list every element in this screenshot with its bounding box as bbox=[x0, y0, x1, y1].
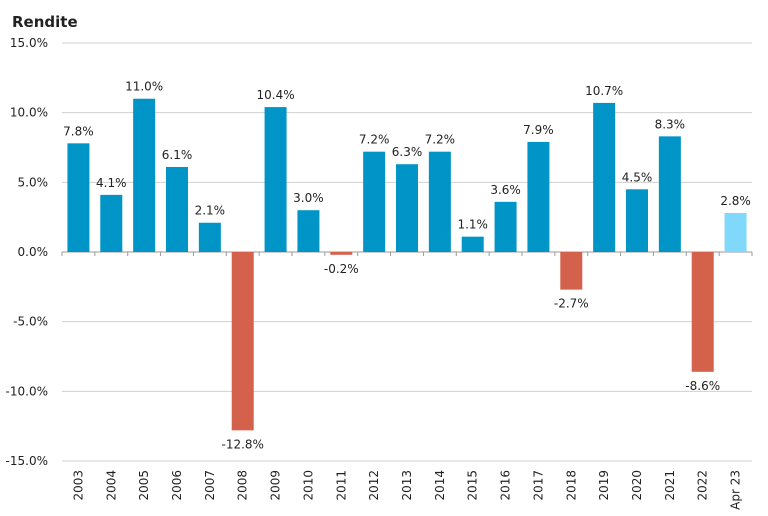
x-tick-label: 2004 bbox=[104, 470, 118, 501]
y-axis-title: Rendite bbox=[12, 13, 78, 31]
x-tick-label: 2007 bbox=[203, 470, 217, 501]
data-label: 2.1% bbox=[195, 204, 226, 218]
data-label: 1.1% bbox=[457, 218, 488, 232]
bar-2009 bbox=[264, 107, 287, 253]
bar-2010 bbox=[297, 210, 320, 252]
bar-2008 bbox=[231, 252, 254, 431]
bars bbox=[67, 98, 747, 431]
bar-2016 bbox=[494, 201, 517, 252]
bar-2018 bbox=[560, 252, 583, 290]
x-tick-label: 2010 bbox=[301, 470, 315, 501]
data-label: 6.1% bbox=[162, 148, 193, 162]
x-tick-label: Apr 23 bbox=[729, 470, 743, 510]
bar-2013 bbox=[396, 164, 418, 252]
x-tick-label: 2018 bbox=[564, 470, 578, 501]
bar-2021 bbox=[658, 136, 681, 252]
x-tick-label: 2016 bbox=[499, 470, 513, 501]
x-tick-label: 2015 bbox=[466, 470, 480, 501]
bar-2011 bbox=[330, 252, 353, 255]
y-tick-label: 0.0% bbox=[18, 245, 49, 259]
data-label: 10.4% bbox=[257, 88, 295, 102]
x-tick-label: 2008 bbox=[236, 470, 250, 501]
x-tick-label: 2020 bbox=[630, 470, 644, 501]
x-tick-label: 2017 bbox=[531, 470, 545, 501]
data-label: 4.5% bbox=[622, 170, 653, 184]
bar-Apr-23 bbox=[724, 212, 747, 252]
bar-2014 bbox=[428, 151, 451, 252]
x-tick-label: 2012 bbox=[367, 470, 381, 501]
bar-2017 bbox=[527, 141, 550, 252]
x-tick-label: 2003 bbox=[71, 470, 85, 501]
x-tick-label: 2019 bbox=[597, 470, 611, 501]
y-tick-label: 5.0% bbox=[18, 175, 49, 189]
data-label: 11.0% bbox=[125, 80, 163, 94]
x-tick-label: 2005 bbox=[137, 470, 151, 501]
data-label: -2.7% bbox=[554, 297, 589, 311]
bar-2015 bbox=[461, 236, 484, 252]
bar-2007 bbox=[198, 222, 221, 252]
x-tick-label: 2009 bbox=[269, 470, 283, 501]
y-tick-label: -15.0% bbox=[6, 454, 48, 468]
x-tick-labels: 2003 2004 2005 2006 2007 2008 2009 2010 2011 2012… bbox=[71, 470, 742, 510]
data-label: 7.8% bbox=[63, 124, 94, 138]
y-tick-label: 15.0% bbox=[10, 36, 48, 50]
data-label: 8.3% bbox=[655, 117, 686, 131]
bar-2006 bbox=[166, 167, 188, 252]
data-label: 10.7% bbox=[585, 84, 623, 98]
data-label: -8.6% bbox=[685, 379, 720, 393]
data-label: -0.2% bbox=[324, 262, 359, 276]
bar-2020 bbox=[626, 189, 648, 252]
data-labels: 7.8% 4.1% 11.0% 6.1% 2.1% -12.8% 10.4% 3.0% -0.2… bbox=[63, 80, 751, 452]
y-tick-labels: 15.0% 10.0% 5.0% 0.0% -5.0% -10.0% -15.0% bbox=[6, 36, 48, 468]
data-label: 2.8% bbox=[720, 194, 751, 208]
x-tick-label: 2014 bbox=[433, 470, 447, 501]
y-tick-label: -5.0% bbox=[13, 315, 48, 329]
y-tick-label: 10.0% bbox=[10, 106, 48, 120]
bar-2003 bbox=[67, 143, 90, 252]
data-label: 3.6% bbox=[490, 183, 521, 197]
data-label: 7.2% bbox=[425, 133, 456, 147]
x-tick-label: 2013 bbox=[400, 470, 414, 501]
x-tick-label: 2021 bbox=[663, 470, 677, 501]
bar-2012 bbox=[363, 151, 386, 252]
x-tick-label: 2022 bbox=[696, 470, 710, 501]
data-label: 3.0% bbox=[293, 191, 324, 205]
bar-2005 bbox=[133, 98, 156, 252]
data-label: 4.1% bbox=[96, 176, 127, 190]
bar-2019 bbox=[593, 102, 616, 252]
data-label: 6.3% bbox=[392, 145, 423, 159]
x-tick-label: 2011 bbox=[334, 470, 348, 501]
bar-2004 bbox=[100, 194, 123, 252]
data-label: 7.2% bbox=[359, 133, 390, 147]
bar-2022 bbox=[691, 252, 714, 372]
x-tick-label: 2006 bbox=[170, 470, 184, 501]
data-label: -12.8% bbox=[221, 437, 263, 451]
data-label: 7.9% bbox=[523, 123, 554, 137]
y-tick-label: -10.0% bbox=[6, 384, 48, 398]
